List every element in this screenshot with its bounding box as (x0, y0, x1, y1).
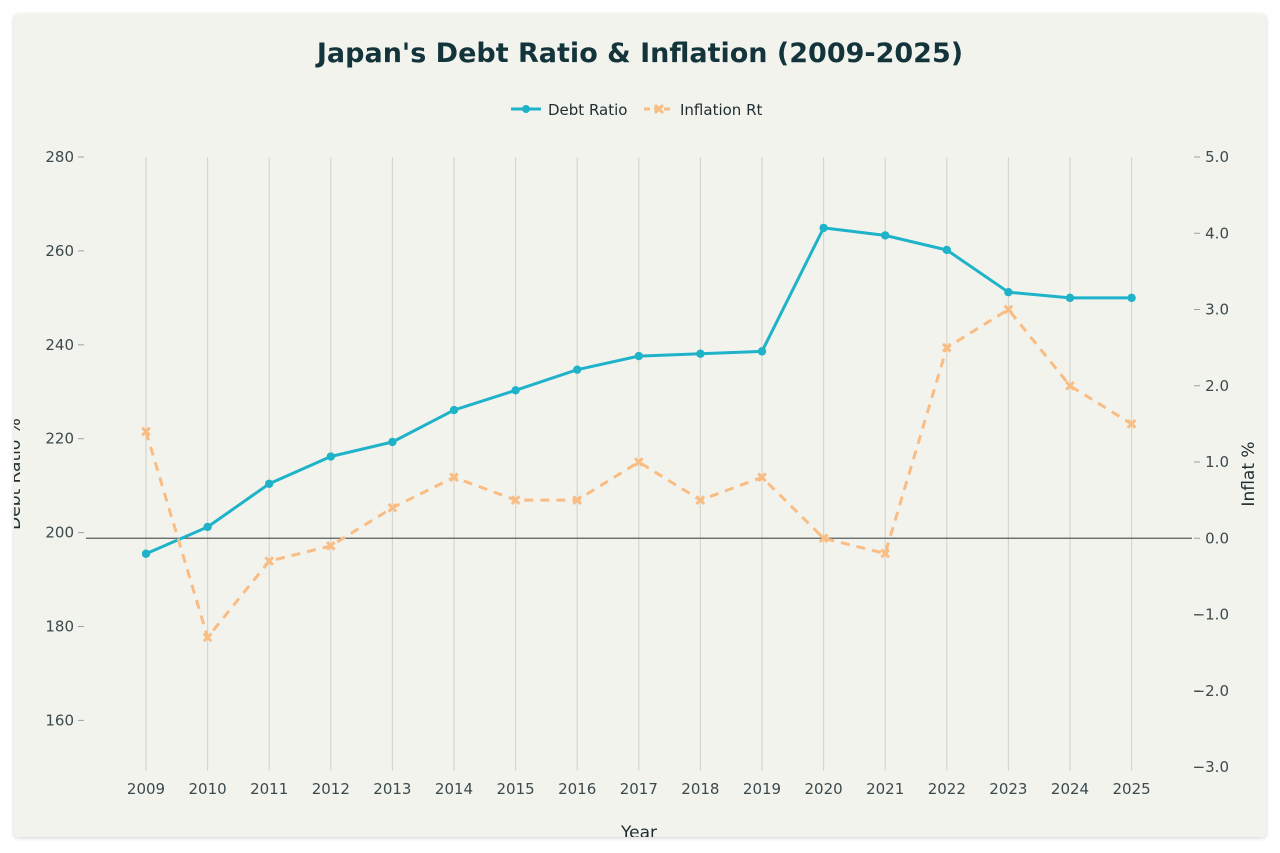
chart-card: Japan's Debt Ratio & Inflation (2009-202… (14, 14, 1266, 837)
y-tick-label: 160 (45, 711, 74, 729)
legend-item-debt-ratio[interactable]: Debt Ratio (511, 101, 627, 119)
x-tick-label: 2013 (373, 780, 411, 798)
x-tick-label: 2023 (989, 780, 1027, 798)
point-debt-ratio (203, 522, 212, 532)
chart-svg: Japan's Debt Ratio & Inflation (2009-202… (14, 38, 1259, 837)
point-inflation (449, 472, 459, 483)
x-tick-label: 2009 (127, 780, 165, 798)
point-debt-ratio (573, 365, 582, 374)
point-debt-ratio (1004, 288, 1013, 297)
point-debt-ratio (265, 479, 274, 488)
point-inflation (325, 541, 336, 551)
x-tick-label: 2018 (681, 780, 719, 798)
x-tick-label: 2020 (805, 780, 843, 798)
series-line-inflation (144, 308, 1133, 639)
x-tick-label: 2016 (558, 780, 596, 798)
point-inflation (387, 502, 398, 513)
x-tick-label: 2014 (435, 780, 473, 798)
x-tick-label: 2025 (1113, 780, 1151, 798)
point-debt-ratio (449, 405, 459, 415)
y-tick-label: 260 (45, 242, 74, 260)
y2-tick-label: −3.0 (1193, 758, 1229, 776)
y-tick-label: 220 (45, 430, 74, 448)
y2-tick-label: 0.0 (1205, 529, 1229, 547)
legend-label-debt-ratio: Debt Ratio (548, 101, 627, 119)
point-inflation (1003, 304, 1014, 315)
y-tick-label: 180 (45, 618, 74, 636)
y-tick-label: 200 (45, 524, 74, 542)
point-inflation (880, 548, 891, 559)
x-tick-label: 2010 (189, 780, 227, 798)
y2-tick-label: 2.0 (1205, 377, 1229, 395)
y-tick-label: 240 (45, 336, 74, 354)
y2-tick-label: 3.0 (1205, 301, 1229, 319)
y-axis-right: −3.0 −2.0 −1.0 0.0 1.0 2.0 3.0 4.0 5.0 (1193, 148, 1229, 776)
point-debt-ratio (388, 437, 397, 447)
x-axis: 2009 2010 2011 2012 2013 2014 2015 2016 2017 2018… (127, 780, 1151, 798)
point-inflation (818, 533, 829, 544)
x-axis-title: Year (620, 823, 657, 837)
y-axis-left: 160 180 200 220 240 260 280 (45, 148, 84, 729)
point-debt-ratio (757, 347, 767, 356)
legend: Debt Ratio Inflation Rt (511, 101, 762, 119)
chart-title: Japan's Debt Ratio & Inflation (2009-202… (315, 38, 963, 69)
legend-item-inflation[interactable]: Inflation Rt (644, 101, 762, 119)
y2-tick-label: −1.0 (1193, 606, 1229, 624)
y-axis-title: Debt Ratio % (14, 418, 25, 530)
x-tick-label: 2022 (928, 780, 966, 798)
point-inflation (1065, 380, 1075, 391)
point-inflation (141, 426, 151, 437)
y2-tick-label: 1.0 (1205, 453, 1229, 471)
point-debt-ratio (634, 351, 643, 361)
x-tick-label: 2012 (312, 780, 350, 798)
series-layer (141, 223, 1137, 643)
point-debt-ratio (1065, 293, 1075, 303)
point-inflation (264, 556, 275, 566)
point-debt-ratio (326, 452, 335, 461)
point-debt-ratio (881, 231, 890, 240)
x-tick-label: 2015 (497, 780, 535, 798)
x-tick-label: 2019 (743, 780, 781, 798)
point-debt-ratio (819, 223, 828, 233)
y-tick-label: 280 (45, 148, 74, 166)
point-debt-ratio (511, 386, 520, 395)
point-inflation (1126, 419, 1137, 429)
y2-axis-title: Inflat % (1239, 441, 1259, 506)
point-debt-ratio (942, 245, 951, 255)
x-tick-label: 2024 (1051, 780, 1089, 798)
x-tick-label: 2011 (250, 780, 288, 798)
point-inflation (757, 472, 767, 483)
point-inflation (510, 495, 521, 505)
point-inflation (202, 632, 213, 643)
x-tick-label: 2021 (866, 780, 904, 798)
legend-label-inflation: Inflation Rt (680, 101, 762, 119)
legend-marker-inflation (653, 103, 665, 115)
point-debt-ratio (1127, 293, 1136, 303)
point-debt-ratio (141, 549, 151, 558)
point-inflation (572, 495, 583, 505)
y2-tick-label: −2.0 (1193, 682, 1229, 700)
y2-tick-label: 4.0 (1205, 224, 1229, 242)
point-debt-ratio (696, 349, 705, 358)
legend-marker-debt-ratio (522, 105, 530, 113)
point-inflation (633, 457, 644, 467)
x-tick-label: 2017 (620, 780, 658, 798)
y2-tick-label: 5.0 (1205, 148, 1229, 166)
point-inflation (941, 342, 952, 353)
point-inflation (695, 495, 706, 505)
